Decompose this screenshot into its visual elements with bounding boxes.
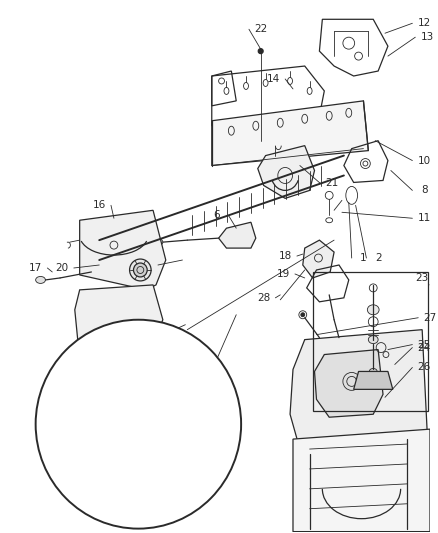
Polygon shape bbox=[219, 222, 256, 248]
Text: 9: 9 bbox=[61, 429, 67, 439]
Text: 14: 14 bbox=[267, 74, 280, 84]
Ellipse shape bbox=[130, 259, 151, 281]
Polygon shape bbox=[258, 146, 314, 198]
Polygon shape bbox=[353, 372, 393, 389]
Text: 2: 2 bbox=[375, 253, 381, 263]
Polygon shape bbox=[314, 350, 383, 417]
Text: 28: 28 bbox=[257, 293, 270, 303]
Bar bbox=[313, 272, 428, 411]
Ellipse shape bbox=[369, 368, 377, 375]
Ellipse shape bbox=[367, 305, 379, 315]
Text: 17: 17 bbox=[29, 263, 42, 273]
Text: 8: 8 bbox=[421, 185, 427, 196]
Text: 27: 27 bbox=[424, 313, 437, 323]
Polygon shape bbox=[212, 101, 368, 166]
Text: 21: 21 bbox=[325, 179, 339, 189]
Text: 1: 1 bbox=[360, 253, 367, 263]
Text: 19: 19 bbox=[276, 269, 290, 279]
Text: 16: 16 bbox=[49, 384, 62, 394]
Polygon shape bbox=[80, 211, 166, 290]
Polygon shape bbox=[70, 399, 163, 444]
Text: 11: 11 bbox=[417, 213, 431, 223]
Polygon shape bbox=[290, 330, 427, 464]
Text: 18: 18 bbox=[279, 251, 292, 261]
Polygon shape bbox=[75, 285, 163, 360]
Ellipse shape bbox=[35, 277, 46, 284]
Text: 23: 23 bbox=[416, 273, 429, 283]
Polygon shape bbox=[293, 429, 430, 531]
Ellipse shape bbox=[368, 336, 378, 344]
Text: 16: 16 bbox=[92, 200, 106, 211]
Text: 10: 10 bbox=[417, 156, 431, 166]
Text: 26: 26 bbox=[417, 362, 431, 373]
Text: 24: 24 bbox=[417, 343, 431, 352]
Text: 3: 3 bbox=[159, 325, 166, 335]
Polygon shape bbox=[303, 240, 334, 278]
Ellipse shape bbox=[258, 49, 263, 54]
Text: 15: 15 bbox=[56, 369, 69, 379]
Circle shape bbox=[35, 320, 241, 529]
Text: 12: 12 bbox=[417, 18, 431, 28]
Text: 25: 25 bbox=[417, 340, 431, 350]
Ellipse shape bbox=[134, 263, 147, 277]
Text: 20: 20 bbox=[56, 263, 69, 273]
Text: 13: 13 bbox=[420, 32, 434, 42]
Text: 22: 22 bbox=[254, 24, 267, 34]
Text: 6: 6 bbox=[213, 210, 220, 220]
Ellipse shape bbox=[301, 313, 305, 317]
